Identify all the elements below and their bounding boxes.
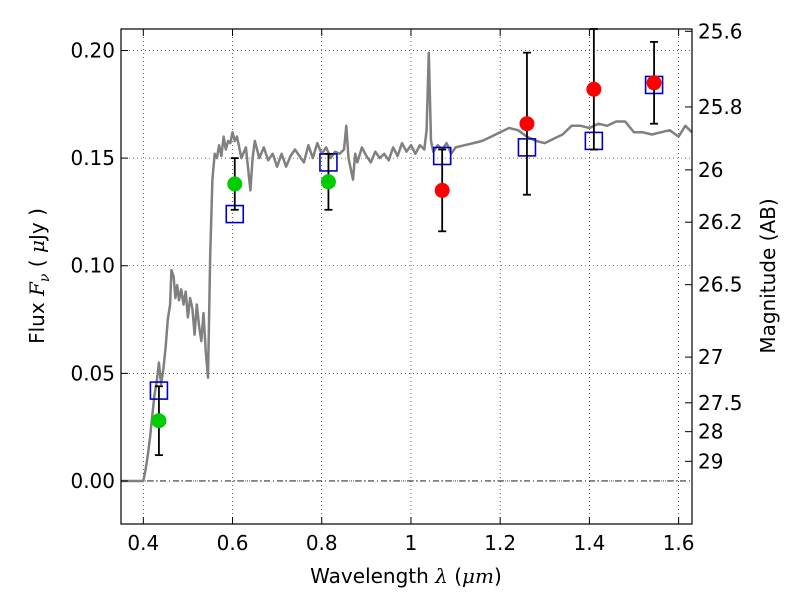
y2-tick-label: 29 [698,449,723,473]
y2-tick-label: 26 [698,158,723,182]
plot-frame [120,28,693,525]
y-axis-title-prefix: Flux [25,296,49,344]
y2-tick-label: 25.8 [698,95,743,119]
x-axis-title-prefix: Wavelength [310,564,435,588]
y-axis-title-sub: ν [37,273,53,282]
y-axis-title-rest: Jy ) [25,208,49,242]
y-tick-label: 0.20 [70,39,115,63]
y-axis-title-open: ( [25,253,49,274]
data-layer [121,28,693,483]
y2-tick-label: 28 [698,420,723,444]
y-tick-label: 0.05 [70,361,115,385]
y2-tick-label: 27 [698,345,723,369]
y-tick-label: 0.15 [70,146,115,170]
x-tick-label: 1.4 [573,531,605,555]
y2-tick-label: 25.6 [698,19,743,43]
x-tick-label: 1 [405,531,418,555]
secondary-y-axis-title: Magnitude (AB) [756,198,780,353]
y-axis-title: Flux Fν ( μJy ) [25,208,53,344]
y2-tick-label: 26.5 [698,273,743,297]
axis-ticks: 0.4 0.6 0.8 1 1.2 1.4 1.6 0.00 0.05 0.10 0.15 0.20 2… [70,19,742,555]
y-tick-label: 0.10 [70,254,115,278]
observed-point [434,182,450,198]
grid [121,29,692,524]
x-axis-title-unit: μm [462,564,494,588]
observed-point [227,176,243,192]
y-axis-title-unit: μ [25,240,49,253]
y2-tick-label: 26.2 [698,210,743,234]
observed-point [519,116,535,132]
observed-point [586,81,602,97]
spectrum-line [121,51,693,483]
y-tick-label: 0.00 [70,469,115,493]
y2-tick-label: 27.5 [698,391,743,415]
y-axis-title-symbol: F [25,281,49,297]
x-tick-label: 1.2 [484,531,516,555]
x-axis-title-symbol: λ [434,564,448,588]
x-axis-title-open: ( [448,564,462,588]
x-tick-label: 1.6 [663,531,695,555]
x-axis-title: Wavelength λ (μm) [310,564,502,588]
observed-point [646,75,662,91]
observed-point [151,413,167,429]
x-tick-label: 0.8 [306,531,338,555]
x-tick-label: 0.4 [127,531,159,555]
x-tick-label: 0.6 [217,531,249,555]
observed-point [320,174,336,190]
x-axis-title-close: ) [494,564,502,588]
